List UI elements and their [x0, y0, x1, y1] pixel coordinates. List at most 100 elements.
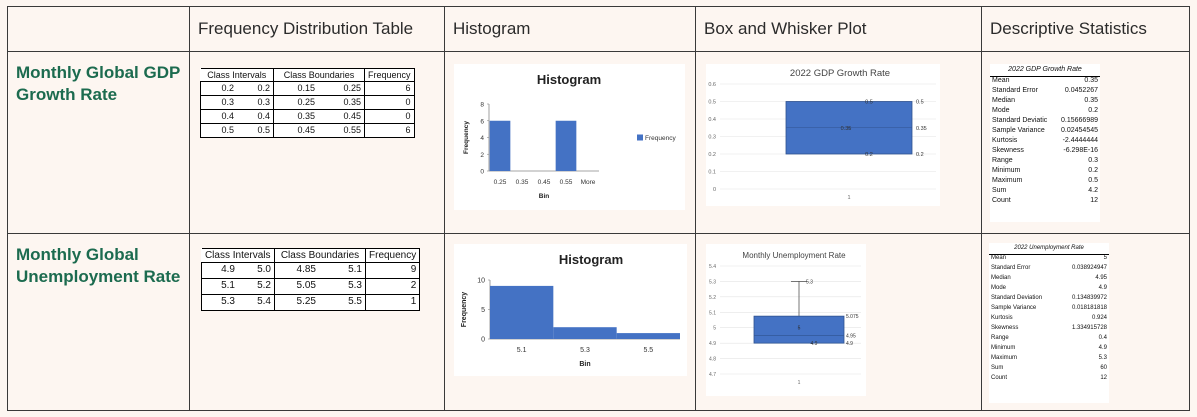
value-label: 0.5: [865, 100, 873, 106]
table-row: 0.4 0.4 0.35 0.45 0: [200, 109, 415, 124]
unemployment-row: Monthly Global Unemployment Rate Class I…: [7, 233, 1190, 411]
stat-row: Sum 4.2: [990, 187, 1100, 197]
stat-value: 1.334915728: [1071, 325, 1107, 331]
header-histogram: Histogram: [444, 6, 696, 52]
comparison-grid: Frequency Distribution Table Histogram B…: [7, 6, 1190, 411]
y-tick-label: 10: [477, 278, 485, 285]
table-row: 0.3 0.3 0.25 0.35 0: [200, 95, 415, 110]
stat-label: Sum: [991, 365, 1004, 371]
x-tick-label: 5.3: [580, 347, 590, 354]
stat-row: Range 0.3: [990, 157, 1100, 167]
stat-value: 0.3: [1088, 157, 1098, 164]
stat-row: Sum 60: [989, 365, 1109, 375]
stats-title: 2022 GDP Growth Rate: [1008, 66, 1082, 73]
histogram-bar: [616, 333, 680, 339]
stat-label: Median: [991, 275, 1011, 281]
y-tick-label: 5.1: [709, 310, 716, 316]
stat-label: Maximum: [991, 355, 1018, 361]
stat-value: 0.35: [1055, 76, 1100, 87]
table-row: 0.5 0.5 0.45 0.55 6: [200, 123, 415, 138]
gdp-histogram: Histogram 0 2 4 6 8 0.25 0.35 0.45 0.55 More Bin Fre…: [454, 64, 685, 210]
unemp-frequency-table-cell: Class Intervals Class Boundaries Frequen…: [189, 233, 445, 411]
row-label-gdp: Monthly Global GDP Growth Rate: [16, 63, 181, 104]
unemp-stats-cell: 2022 Unemployment Rate Mean 5 Standard Err…: [981, 233, 1190, 411]
stat-label: Mode: [992, 107, 1010, 114]
y-tick-label: 0.3: [708, 135, 716, 141]
gdp-boxplot-cell: 2022 GDP Growth Rate 0 0.1 0.2 0.3 0.4 0.5 0.6 ×…: [695, 51, 982, 234]
gdp-frequency-table-cell: Class Intervals Class Boundaries Frequen…: [189, 51, 445, 234]
stat-label: Mean: [989, 254, 1060, 265]
y-tick-label: 0.6: [708, 82, 716, 88]
stat-value: 4.9: [1098, 285, 1107, 291]
y-axis-title: Frequency: [461, 292, 468, 328]
histogram-bar: [553, 327, 617, 339]
unemp-frequency-table: Class Intervals Class Boundaries Frequen…: [201, 248, 421, 311]
stat-value: 0.134839972: [1071, 295, 1107, 301]
stat-value: 0.02454545: [1061, 127, 1098, 134]
y-tick-label: 8: [480, 102, 484, 109]
stat-value: 0.018181818: [1071, 305, 1107, 311]
value-label: 5.075: [846, 314, 859, 320]
header-box-plot: Box and Whisker Plot: [695, 6, 982, 52]
unemp-histogram: Histogram 0 5 10 5.1 5.3 5.5 Bin Frequency: [454, 244, 687, 376]
stat-label: Count: [992, 197, 1011, 204]
col-header: Class Boundaries: [274, 248, 366, 263]
stat-value: 12: [1090, 197, 1098, 204]
x-tick-label: 0.55: [560, 179, 573, 186]
gdp-stats-table: 2022 GDP Growth Rate Mean 0.35 Standard Er…: [990, 64, 1100, 222]
box: [753, 315, 845, 344]
stat-label: Maximum: [992, 177, 1023, 184]
stat-value: 12: [1100, 375, 1107, 381]
col-header: Frequency: [364, 68, 415, 82]
x-tick-label: 5.5: [643, 347, 653, 354]
header-descriptive-stats: Descriptive Statistics: [981, 6, 1190, 52]
stat-value: 0.35: [1084, 97, 1098, 104]
table-row: 5.3 5.4 5.25 5.5 1: [201, 294, 421, 311]
header-row: Frequency Distribution Table Histogram B…: [7, 6, 1190, 52]
stat-label: Standard Error: [991, 265, 1031, 271]
y-tick-label: 0.2: [708, 152, 716, 158]
stat-label: Skewness: [991, 325, 1019, 331]
stat-value: 5: [1059, 254, 1109, 265]
stat-value: -2.4444444: [1062, 137, 1098, 144]
row-label-cell: Monthly Global Unemployment Rate: [7, 233, 190, 411]
value-label: 4.95: [846, 333, 856, 339]
value-label: 0.35: [916, 126, 927, 132]
gdp-boxplot: 2022 GDP Growth Rate 0 0.1 0.2 0.3 0.4 0.5 0.6 ×…: [706, 64, 940, 206]
x-axis-title: Bin: [539, 193, 550, 200]
x-tick-label: 0.25: [494, 179, 507, 186]
y-tick-label: 5: [481, 307, 485, 314]
stat-row: Standard Error 0.038924947: [989, 265, 1109, 275]
header-label: Frequency Distribution Table: [198, 19, 414, 38]
stat-row: Mode 0.2: [990, 107, 1100, 117]
unemp-boxplot-cell: Monthly Unemployment Rate 4.7 4.8 4.9 5 5.1 5.…: [695, 233, 982, 411]
unemp-boxplot: Monthly Unemployment Rate4.74.84.955.15.…: [706, 244, 866, 396]
stat-row: Range 0.4: [989, 335, 1109, 345]
gdp-stats-cell: 2022 GDP Growth Rate Mean 0.35 Standard Er…: [981, 51, 1190, 234]
x-tick-label: 0.45: [538, 179, 551, 186]
stat-value: 0.924: [1091, 315, 1107, 321]
stat-row: Kurtosis -2.4444444: [990, 137, 1100, 147]
header-frequency-table: Frequency Distribution Table: [189, 6, 445, 52]
stat-value: 0.5: [1088, 177, 1098, 184]
x-tick-label: 5.1: [517, 347, 527, 354]
x-tick-label: More: [581, 179, 596, 186]
y-tick-label: 5: [713, 326, 716, 332]
header-label: Histogram: [453, 19, 531, 38]
y-axis-title: Frequency: [463, 121, 470, 154]
chart-title: 2022 GDP Growth Rate: [790, 68, 890, 79]
stat-row: Maximum 0.5: [990, 177, 1100, 187]
stat-label: Mean: [990, 76, 1056, 87]
y-tick-label: 0: [713, 187, 716, 193]
stat-row: Count 12: [990, 197, 1100, 207]
value-label: 0.2: [865, 152, 873, 158]
stat-row: Standard Error 0.0452267: [990, 87, 1100, 97]
y-tick-label: 0: [481, 337, 485, 344]
mean-marker: ×: [847, 126, 850, 132]
unemp-histogram-cell: Histogram 0 5 10 5.1 5.3 5.5 Bin Frequency: [444, 233, 696, 411]
stat-label: Range: [992, 157, 1013, 164]
y-tick-label: 0.1: [708, 170, 716, 176]
stat-label: Sum: [992, 187, 1007, 194]
value-label: 0.35: [841, 126, 852, 132]
col-header: Class Boundaries: [273, 68, 365, 82]
